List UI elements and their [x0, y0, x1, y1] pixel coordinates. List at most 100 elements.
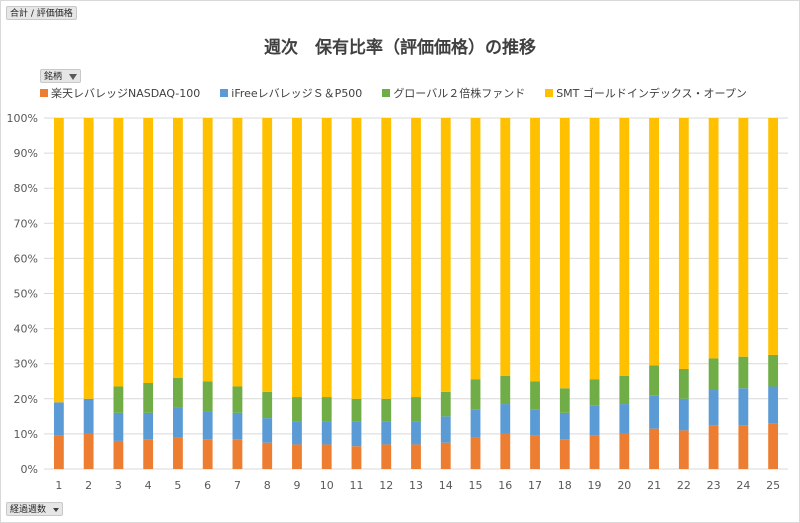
bar-segment[interactable]	[53, 402, 64, 436]
bar-segment[interactable]	[530, 118, 540, 382]
bar-segment[interactable]	[232, 412, 243, 440]
bar-segment[interactable]	[738, 425, 749, 469]
bar-segment[interactable]	[292, 444, 302, 469]
bar-segment[interactable]	[708, 358, 719, 391]
bar-segment[interactable]	[440, 416, 451, 443]
bar-segment[interactable]	[262, 118, 273, 392]
bar-segment[interactable]	[708, 425, 719, 469]
bar-segment[interactable]	[143, 412, 154, 440]
bar-segment[interactable]	[559, 439, 570, 469]
chevron-down-icon[interactable]	[52, 507, 59, 512]
bar-segment[interactable]	[321, 421, 332, 445]
values-field-button[interactable]: 合計 / 評価価格	[6, 6, 77, 20]
bar-segment[interactable]	[440, 118, 451, 392]
bar-segment[interactable]	[321, 444, 332, 469]
bar-segment[interactable]	[53, 435, 64, 469]
bar-segment[interactable]	[649, 118, 659, 366]
bar-segment[interactable]	[53, 118, 64, 403]
bar-segment[interactable]	[470, 437, 481, 469]
bar-segment[interactable]	[202, 118, 213, 382]
axis-field-button[interactable]: 経過週数	[6, 502, 63, 516]
bar-segment[interactable]	[202, 439, 213, 469]
bar-segment[interactable]	[351, 446, 362, 469]
bar-segment[interactable]	[381, 118, 392, 399]
bar-segment[interactable]	[649, 365, 659, 396]
bar-segment[interactable]	[678, 430, 689, 469]
bar-segment[interactable]	[321, 397, 332, 422]
bar-segment[interactable]	[173, 118, 183, 378]
bar-segment[interactable]	[708, 390, 719, 426]
bar-segment[interactable]	[470, 379, 481, 410]
bar-segment[interactable]	[738, 388, 749, 426]
bar-segment[interactable]	[440, 391, 451, 417]
bar-segment[interactable]	[262, 391, 273, 419]
bar-segment[interactable]	[173, 377, 183, 408]
bar-segment[interactable]	[589, 405, 600, 436]
bar-segment[interactable]	[619, 433, 630, 469]
bar-segment[interactable]	[589, 118, 600, 380]
bar-segment[interactable]	[381, 398, 392, 422]
bar-segment[interactable]	[202, 381, 213, 412]
bar-segment[interactable]	[232, 439, 243, 469]
bar-segment[interactable]	[292, 118, 302, 398]
bar-segment[interactable]	[530, 409, 540, 436]
bar-segment[interactable]	[768, 423, 779, 469]
bar-segment[interactable]	[351, 398, 362, 422]
bar-segment[interactable]	[530, 381, 540, 410]
bar-segment[interactable]	[411, 397, 421, 422]
bar-segment[interactable]	[113, 386, 124, 413]
bar-segment[interactable]	[708, 118, 719, 359]
bar-segment[interactable]	[232, 118, 243, 387]
bar-segment[interactable]	[113, 440, 124, 469]
bar-segment[interactable]	[678, 398, 689, 431]
bar-segment[interactable]	[500, 433, 511, 469]
bar-segment[interactable]	[500, 375, 511, 405]
bar-segment[interactable]	[83, 398, 94, 434]
bar-segment[interactable]	[411, 444, 421, 469]
bar-segment[interactable]	[173, 437, 183, 469]
bar-segment[interactable]	[411, 421, 421, 445]
bar-segment[interactable]	[530, 435, 540, 469]
bar-segment[interactable]	[619, 404, 630, 434]
bar-segment[interactable]	[649, 395, 659, 429]
bar-segment[interactable]	[470, 409, 481, 438]
bar-segment[interactable]	[440, 442, 451, 469]
bar-segment[interactable]	[738, 356, 749, 389]
bar-segment[interactable]	[143, 439, 154, 469]
bar-segment[interactable]	[351, 118, 362, 399]
bar-segment[interactable]	[500, 404, 511, 434]
bar-segment[interactable]	[589, 435, 600, 469]
bar-segment[interactable]	[559, 118, 570, 389]
bar-segment[interactable]	[232, 386, 243, 413]
bar-segment[interactable]	[619, 375, 630, 405]
bar-segment[interactable]	[83, 433, 94, 469]
bar-segment[interactable]	[649, 428, 659, 469]
bar-segment[interactable]	[292, 421, 302, 445]
bar-segment[interactable]	[768, 354, 779, 387]
bar-segment[interactable]	[83, 118, 94, 399]
bar-segment[interactable]	[321, 118, 332, 398]
bar-segment[interactable]	[381, 421, 392, 445]
bar-segment[interactable]	[589, 379, 600, 406]
bar-segment[interactable]	[768, 386, 779, 424]
bar-segment[interactable]	[173, 407, 183, 438]
bar-segment[interactable]	[262, 418, 273, 443]
filter-icon[interactable]	[68, 73, 77, 80]
bar-segment[interactable]	[202, 411, 213, 440]
bar-segment[interactable]	[768, 118, 779, 355]
bar-segment[interactable]	[678, 118, 689, 369]
bar-segment[interactable]	[113, 118, 124, 387]
bar-segment[interactable]	[143, 383, 154, 413]
bar-segment[interactable]	[559, 388, 570, 413]
bar-segment[interactable]	[559, 412, 570, 440]
bar-segment[interactable]	[113, 412, 124, 441]
bar-segment[interactable]	[411, 118, 421, 398]
legend-field-button[interactable]: 銘柄	[40, 69, 81, 83]
bar-segment[interactable]	[381, 444, 392, 469]
bar-segment[interactable]	[619, 118, 630, 376]
bar-segment[interactable]	[500, 118, 511, 376]
bar-segment[interactable]	[678, 368, 689, 399]
bar-segment[interactable]	[292, 397, 302, 422]
bar-segment[interactable]	[351, 421, 362, 447]
bar-segment[interactable]	[470, 118, 481, 380]
